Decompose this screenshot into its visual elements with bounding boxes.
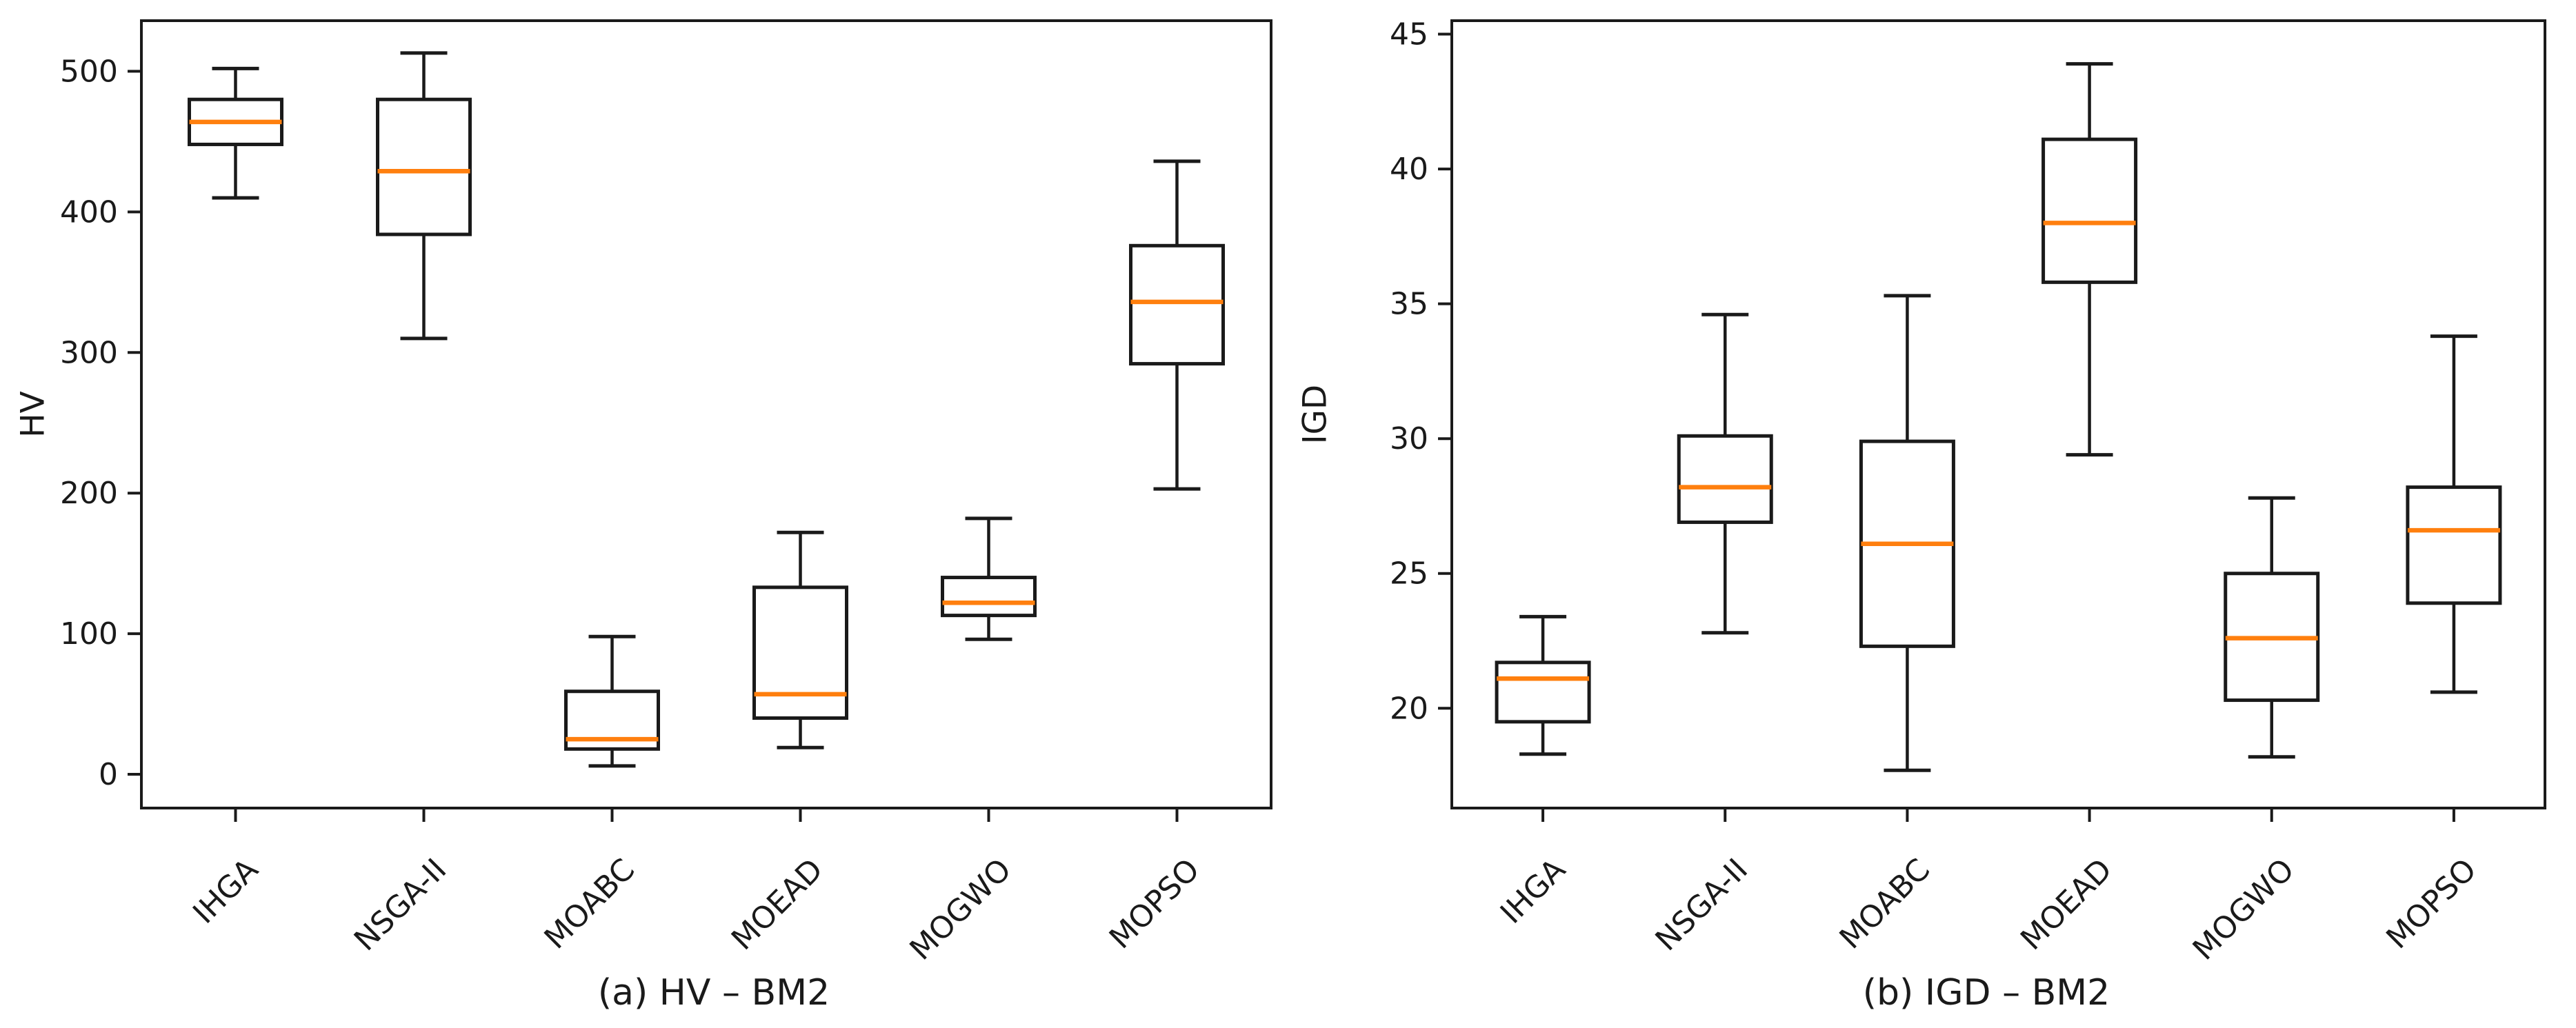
y-tick-label: 25 — [1390, 556, 1428, 592]
x-tick-label: MOEAD — [725, 852, 830, 957]
iqr-box — [376, 97, 472, 236]
x-tick-label: MOABC — [1833, 852, 1937, 956]
y-tick-label: 20 — [1390, 691, 1428, 726]
y-tick-label: 200 — [60, 476, 118, 511]
box-MOEAD — [2041, 62, 2138, 457]
box-IHGA — [188, 66, 283, 200]
box-MOPSO — [1129, 159, 1225, 491]
x-tick-label: IHGA — [186, 852, 265, 931]
x-tick-label: MOPSO — [2379, 852, 2483, 956]
box-MOABC — [1859, 294, 1955, 772]
axes-spines — [140, 19, 1272, 809]
iqr-box — [1129, 243, 1225, 366]
box-IHGA — [1495, 614, 1591, 756]
subplot-hv: 0 100 200 300 400 500 IHGA NSGA-II MOABC MOEAD MOG… — [60, 19, 1272, 967]
iqr-box — [2041, 137, 2138, 284]
y-tick-label: 30 — [1390, 421, 1428, 456]
box-MOEAD — [752, 530, 848, 749]
box-NSGA-II — [376, 51, 472, 341]
y-tick-label: 45 — [1390, 17, 1428, 52]
y-tick-label: 500 — [60, 54, 118, 89]
y-axis-label-igd: IGD — [1296, 384, 1335, 445]
iqr-box — [1677, 434, 1773, 524]
y-tick-label: 40 — [1390, 152, 1428, 187]
y-tick-label: 400 — [60, 194, 118, 230]
subplot-igd: 20 25 30 35 40 45 IHGA NSGA-II MOABC MOEAD MOGWO MO… — [1390, 17, 2546, 967]
x-tick-label: NSGA-II — [348, 852, 453, 958]
box-MOABC — [564, 634, 660, 768]
x-tick-label: IHGA — [1494, 852, 1572, 931]
iqr-box — [2406, 485, 2502, 605]
x-tick-label: MOGWO — [903, 852, 1019, 967]
y-tick-label: 100 — [60, 616, 118, 652]
axes-spines — [1450, 19, 2546, 809]
iqr-box — [941, 576, 1037, 618]
iqr-box — [1495, 661, 1591, 724]
y-tick-label: 35 — [1390, 287, 1428, 322]
y-tick-label: 0 — [99, 757, 118, 792]
box-MOPSO — [2406, 334, 2502, 694]
x-tick-label: MOPSO — [1103, 852, 1206, 956]
box-MOGWO — [2224, 496, 2320, 759]
x-tick-label: NSGA-II — [1649, 852, 1755, 958]
subplot-caption-b: (b) IGD – BM2 — [1862, 972, 2110, 1014]
y-axis-label-hv: HV — [14, 391, 52, 438]
box-MOGWO — [941, 516, 1037, 641]
subplot-caption-a: (a) HV – BM2 — [597, 972, 830, 1014]
x-tick-label: MOGWO — [2186, 852, 2302, 967]
box-NSGA-II — [1677, 312, 1773, 635]
x-tick-label: MOEAD — [2014, 852, 2119, 957]
y-tick-label: 300 — [60, 335, 118, 370]
x-tick-label: MOABC — [538, 852, 642, 956]
iqr-box — [752, 585, 848, 720]
